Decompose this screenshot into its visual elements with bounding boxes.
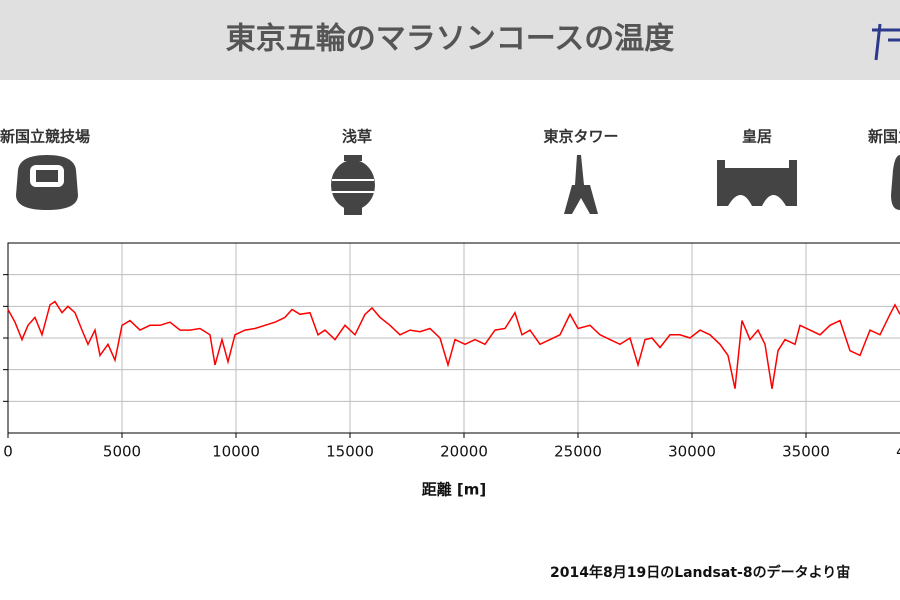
x-tick-label: 30000 xyxy=(668,443,716,461)
x-tick-label: 20000 xyxy=(440,443,488,461)
plot-area: 0 5000 10000 15000 20000 25000 30000 35000 40000 xyxy=(3,242,900,461)
lantern-icon xyxy=(331,155,375,215)
palace-icon xyxy=(717,160,797,206)
x-tick-label: 10000 xyxy=(212,443,260,461)
landmark-label: 皇居 xyxy=(742,128,772,146)
x-tick-label: 5000 xyxy=(103,443,141,461)
x-tick-label: 0 xyxy=(3,443,13,461)
tower-icon xyxy=(564,155,598,214)
stadium-icon xyxy=(891,155,900,210)
plot-frame xyxy=(7,242,900,434)
source-note: 2014年8月19日のLandsat-8のデータより宙 xyxy=(550,564,850,581)
x-tick-label: 40000 xyxy=(896,443,900,461)
data-line xyxy=(7,300,900,389)
chart-title: 東京五輪のマラソンコースの温度 xyxy=(226,22,675,57)
x-tick-label: 15000 xyxy=(326,443,374,461)
landmark-label: 新国立競技場 xyxy=(0,128,90,146)
x-tick-label: 25000 xyxy=(554,443,602,461)
stadium-icon xyxy=(16,155,78,210)
title-bar xyxy=(0,0,900,80)
landmark-label: 浅草 xyxy=(342,128,372,146)
landmark-label: 新国立競技場 xyxy=(868,128,900,146)
landmark-label: 東京タワー xyxy=(543,128,618,146)
logo xyxy=(872,23,900,61)
x-tick-label: 35000 xyxy=(782,443,830,461)
x-axis-label: 距離 [m] xyxy=(422,481,487,499)
